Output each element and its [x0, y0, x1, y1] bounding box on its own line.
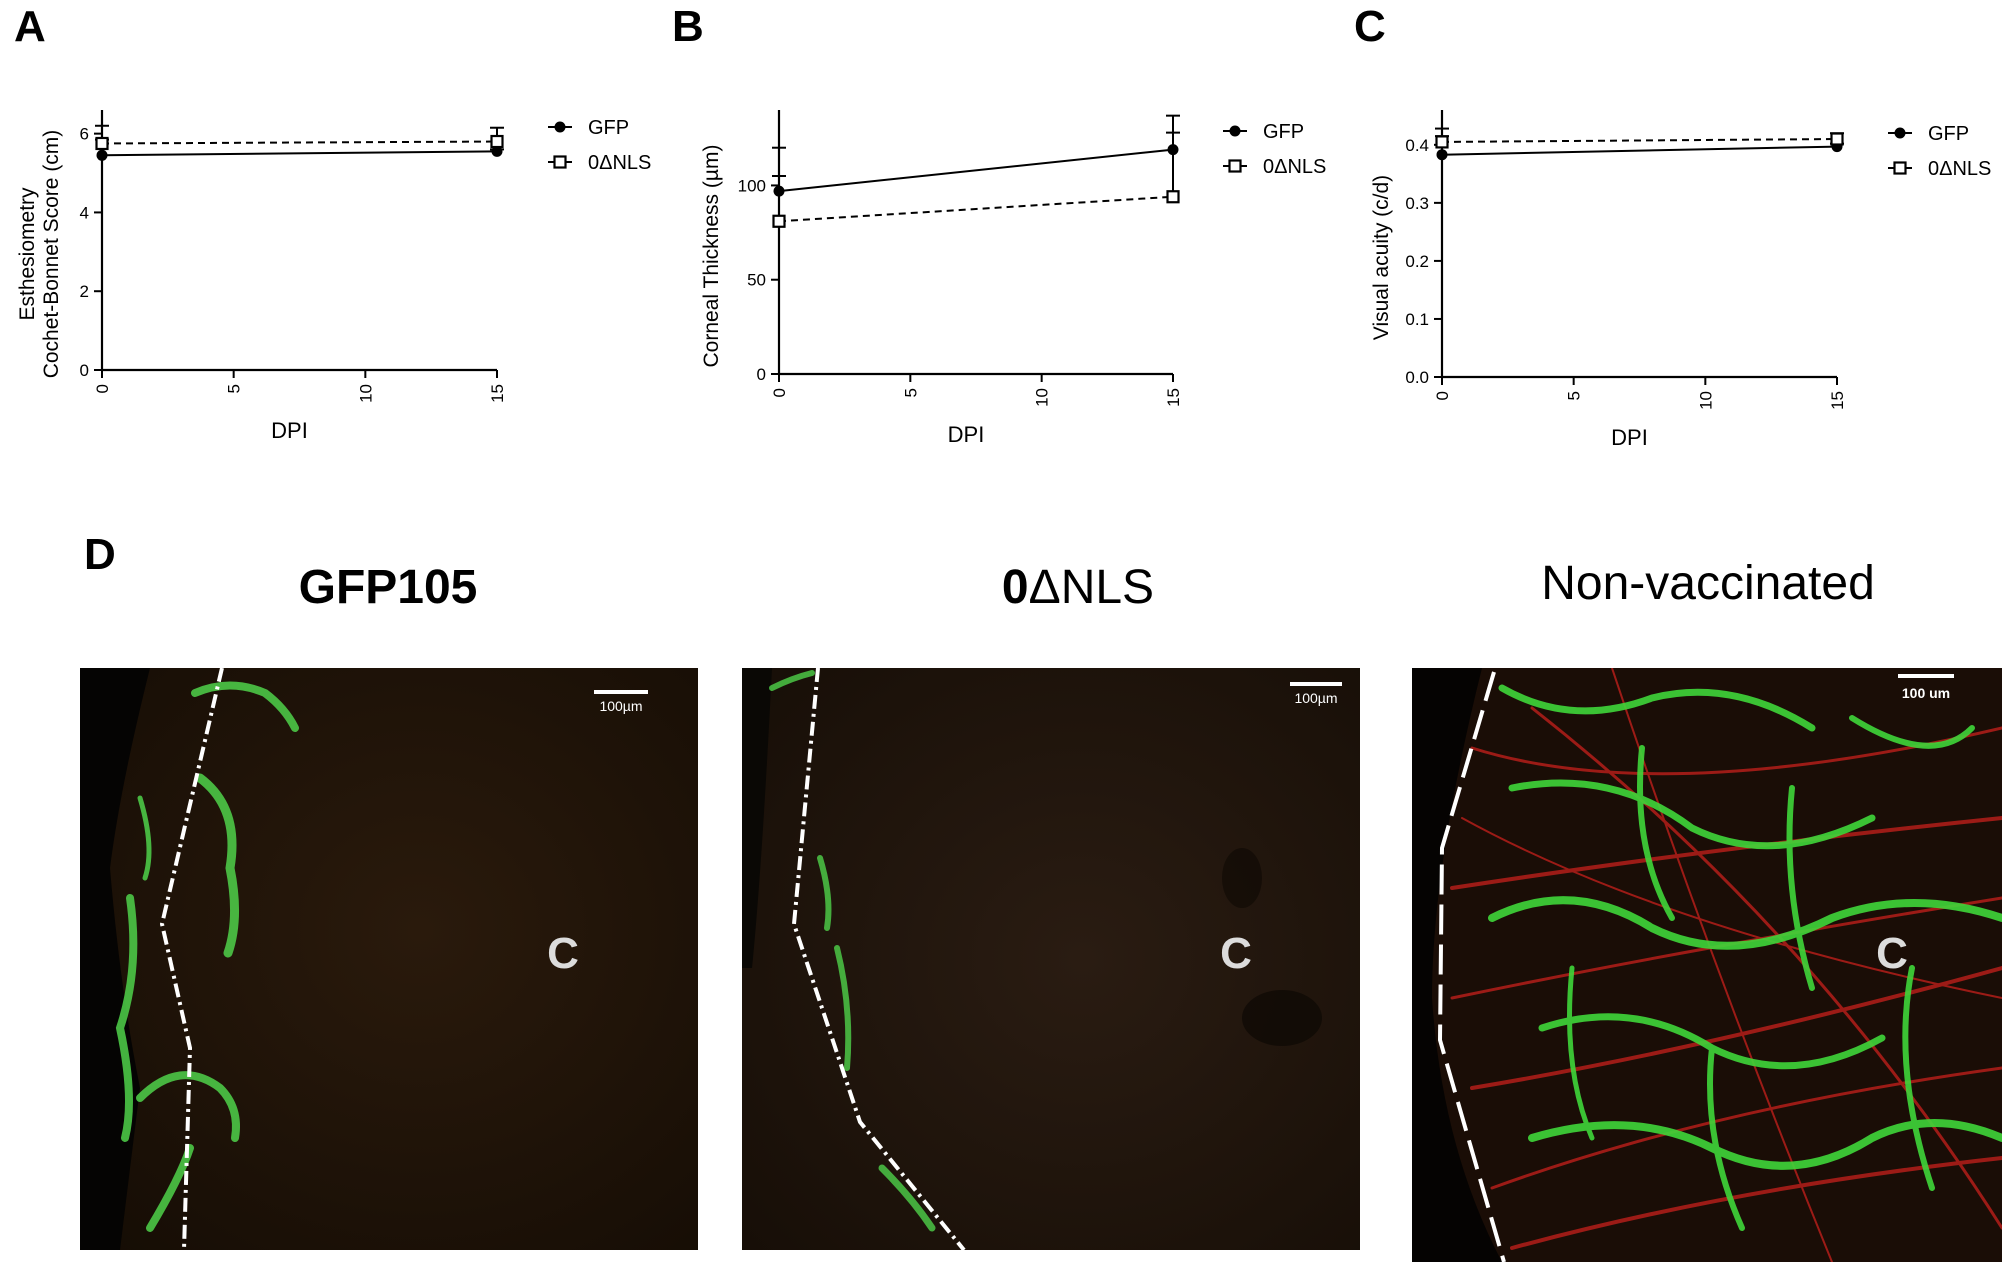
image-title-0dnls: 0ΔNLS — [1001, 561, 1155, 614]
chart-a-legend-marker — [553, 155, 567, 169]
chart-c-series-0dnls-line — [1441, 138, 1838, 143]
chart-a-y-axis-label: Cochet-Bonnet Score (cm) — [40, 130, 63, 379]
chart-a-x-tick-label: 5 — [225, 384, 244, 393]
chart-a-series-0dnls-line — [101, 140, 498, 145]
panel-letter-d: D — [84, 530, 116, 579]
chart-b-legend-marker — [1228, 159, 1242, 173]
chart-b-y-tick-label: 0 — [757, 365, 766, 384]
panel-letter-c: C — [1354, 2, 1386, 51]
chart-b-series-0dnls-point — [1166, 190, 1180, 204]
chart-c-y-tick-label: 0.3 — [1405, 194, 1429, 213]
chart-c-x-tick-label: 15 — [1828, 391, 1847, 410]
cornea-label-gfp105: C — [547, 929, 579, 978]
chart-c-legend-marker — [1893, 161, 1907, 175]
chart-a-x-tick-label: 15 — [488, 384, 507, 403]
chart-c-series-0dnls-point — [1830, 132, 1844, 146]
chart-c-y-tick-label: 0.2 — [1405, 252, 1429, 271]
chart-b-series-0dnls-line — [778, 195, 1174, 223]
cornea-label-0dnls: C — [1220, 929, 1252, 978]
image-title-non-vaccinated: Non-vaccinated — [1541, 557, 1875, 610]
chart-a-x-tick-label: 0 — [93, 384, 112, 393]
chart-c-series-gfp-point — [1436, 149, 1448, 161]
charts-area: 0 2 4 6 0 5 10 15 DPI Esthesiometry Cochet-Bonnet … — [16, 110, 1991, 450]
chart-c-x-axis-label: DPI — [1611, 425, 1648, 450]
chart-a-legend-label: GFP — [588, 117, 629, 139]
micrograph-gfp105: 100µm C — [80, 668, 698, 1250]
chart-b-x-tick-label: 5 — [901, 388, 920, 397]
chart-c-legend-label: GFP — [1928, 123, 1969, 145]
chart-c-legend-label: 0ΔNLS — [1928, 158, 1991, 180]
scale-label-0dnls: 100µm — [1294, 690, 1337, 706]
chart-c-series-gfp-line — [1441, 145, 1838, 156]
chart-c-y-tick-label: 0.1 — [1405, 310, 1429, 329]
chart-c-legend-marker — [1894, 127, 1906, 139]
limbus-line-gfp105 — [159, 668, 224, 1250]
chart-b-y-axis-label: Corneal Thickness (µm) — [700, 145, 723, 368]
chart-a-legend-label: 0ΔNLS — [588, 152, 651, 174]
cornea-label-non-vaccinated: C — [1876, 929, 1908, 978]
panel-letter-a: A — [14, 2, 46, 51]
chart-b-y-tick-label: 100 — [738, 176, 766, 195]
chart-a-series-0dnls-point — [490, 134, 504, 149]
chart-a-y-axis-label: Esthesiometry — [16, 187, 39, 321]
chart-a-y-tick-label: 6 — [80, 125, 89, 144]
chart-c-series-0dnls-point — [1435, 135, 1449, 149]
chart-a-y-tick-label: 4 — [80, 203, 89, 222]
scale-label-non-vaccinated: 100 um — [1902, 685, 1950, 701]
chart-b-y-tick-label: 50 — [747, 271, 766, 290]
chart-c-x-tick-label: 10 — [1696, 391, 1715, 410]
panel-letter-b: B — [672, 2, 704, 51]
chart-a-legend-marker — [554, 121, 566, 133]
chart-a-series-gfp-line — [101, 150, 498, 157]
chart-c-x-tick-label: 5 — [1565, 391, 1584, 400]
chart-a-series-gfp-point — [491, 145, 503, 157]
chart-b-series-gfp-line — [778, 148, 1174, 193]
micrograph-0dnls: 100µm C — [742, 668, 1360, 1250]
micrograph-non-vaccinated: 100 um C — [1412, 668, 2002, 1262]
chart-b-legend-label: GFP — [1263, 121, 1304, 143]
chart-a-x-tick-label: 10 — [356, 384, 375, 403]
chart-b-legend-marker — [1229, 125, 1241, 137]
vessels-0dnls — [769, 670, 936, 1232]
chart-b-x-tick-label: 10 — [1033, 388, 1052, 407]
chart-b-legend-label: 0ΔNLS — [1263, 156, 1326, 178]
vessels-non-vaccinated — [1488, 684, 2002, 1231]
chart-a-series-gfp-point — [96, 149, 108, 161]
chart-b-x-tick-label: 15 — [1164, 388, 1183, 407]
chart-c-y-tick-label: 0.0 — [1405, 368, 1429, 387]
chart-c-y-axis-label: Visual acuity (c/d) — [1370, 175, 1393, 340]
image-title-gfp105: GFP105 — [298, 561, 478, 614]
chart-a-y-tick-label: 2 — [80, 282, 89, 301]
vessels-gfp105 — [115, 681, 299, 1232]
chart-c-y-tick-label: 0.4 — [1405, 136, 1429, 155]
chart-b-x-tick-label: 0 — [770, 388, 789, 397]
chart-b-x-axis-label: DPI — [948, 422, 985, 447]
limbus-line-0dnls — [791, 668, 966, 1250]
chart-a-y-tick-label: 0 — [80, 361, 89, 380]
chart-b-series-0dnls-point — [772, 214, 786, 228]
chart-a-series-0dnls-point — [95, 136, 109, 151]
scale-label-gfp105: 100µm — [599, 698, 642, 714]
limbus-line-non-vaccinated — [1437, 671, 1506, 1262]
chart-a-x-axis-label: DPI — [271, 418, 308, 443]
chart-c-x-tick-label: 0 — [1433, 391, 1452, 400]
